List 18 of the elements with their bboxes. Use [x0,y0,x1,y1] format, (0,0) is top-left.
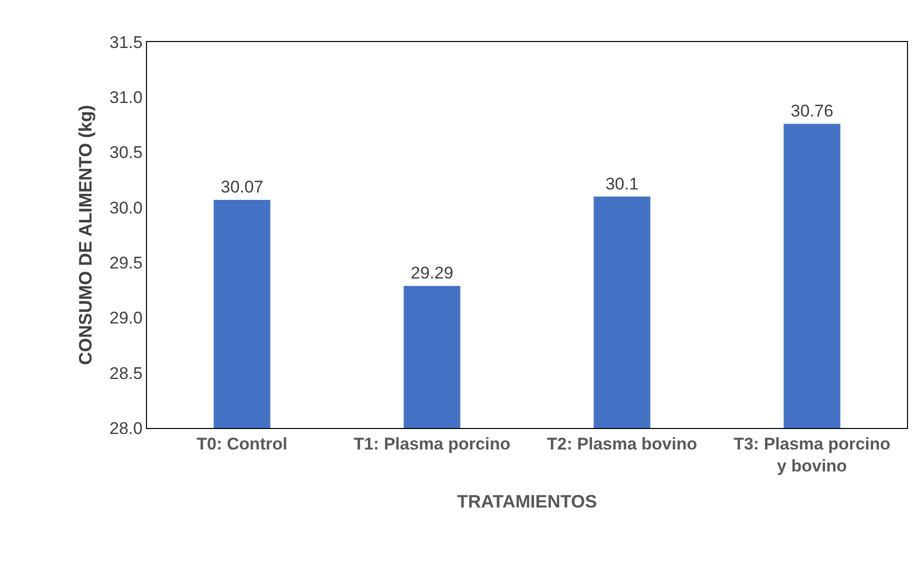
y-tick-label: 28.0 [110,418,143,438]
y-axis-title: CONSUMO DE ALIMENTO (kg) [76,104,96,365]
data-label: 30.76 [790,102,834,121]
y-tick-label: 31.5 [110,32,143,52]
y-tick-label: 28.5 [110,364,143,383]
data-label: 30.1 [605,174,639,194]
x-tick-label: T3: Plasma porcino y bovino [734,434,890,476]
y-tick-label: 31.0 [110,88,143,108]
y-tick-label: 29.5 [110,254,143,273]
y-tick-label: 29.0 [110,308,143,328]
x-tick-label: T2: Plasma bovino [546,434,698,454]
y-tick-label: 30.0 [110,198,143,218]
data-label: 30.07 [220,178,264,197]
y-tick-label: 30.5 [110,143,143,162]
x-tick-label: T1: Plasma porcino [354,434,510,454]
data-label: 29.29 [410,264,454,283]
x-axis-title: TRATAMIENTOS [457,492,597,512]
x-tick-label: T0: Control [196,434,288,454]
